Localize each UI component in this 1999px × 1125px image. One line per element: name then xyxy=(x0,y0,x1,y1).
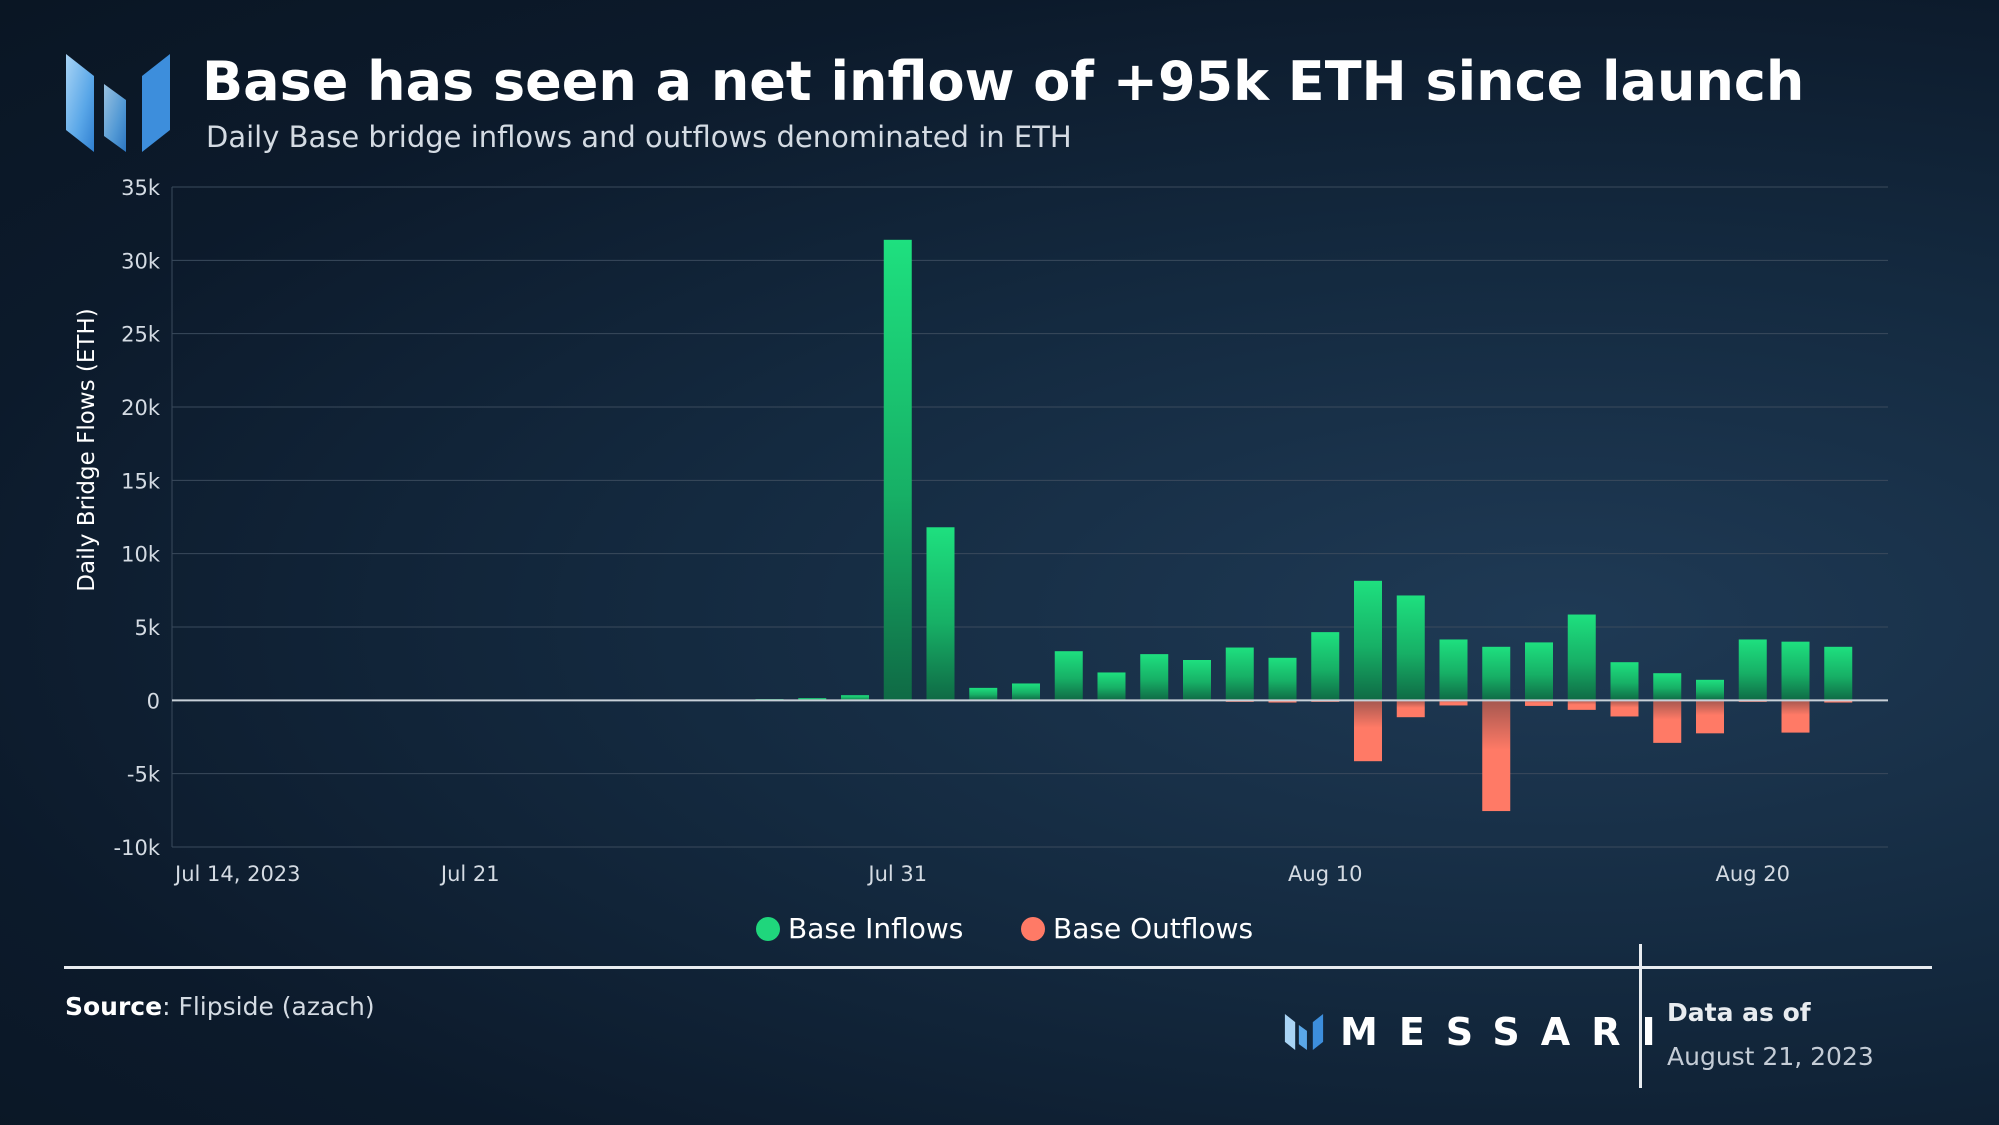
inflow-bar xyxy=(1567,614,1596,701)
inflow-bar xyxy=(1354,580,1382,701)
outflow-bar xyxy=(1354,700,1382,762)
outflow-bar xyxy=(1482,700,1511,812)
data-as-of-date: August 21, 2023 xyxy=(1667,1042,1874,1071)
legend-item-inflows: Base Inflows xyxy=(756,912,963,945)
x-tick-label: Jul 31 xyxy=(866,862,927,886)
outflow-bar xyxy=(1653,700,1682,743)
x-tick-label: Jul 21 xyxy=(439,862,500,886)
outflow-bar xyxy=(1781,700,1810,733)
y-tick-label: 20k xyxy=(121,396,161,420)
messari-small-logo-icon xyxy=(1284,1014,1324,1050)
legend-inflow-dot-icon xyxy=(756,916,780,941)
data-as-of-label: Data as of xyxy=(1667,998,1811,1027)
y-tick-label: 10k xyxy=(121,543,161,567)
inflow-bar xyxy=(1439,639,1468,701)
inflow-bar xyxy=(1054,651,1083,701)
inflow-bar xyxy=(883,239,912,701)
y-tick-label: -5k xyxy=(127,763,161,787)
outflow-bar xyxy=(1525,700,1553,706)
outflow-bar xyxy=(1396,700,1425,718)
inflow-bar xyxy=(1781,641,1810,701)
y-tick-label: 0 xyxy=(147,689,160,713)
chart-title: Base has seen a net inflow of +95k ETH s… xyxy=(202,50,1805,113)
inflow-bar xyxy=(1482,646,1511,701)
outflow-bar xyxy=(1439,700,1468,706)
source-note: Source: Flipside (azach) xyxy=(65,992,375,1021)
outflow-bar xyxy=(1567,700,1596,710)
inflow-bar xyxy=(1012,683,1040,701)
chart-legend: Base Inflows Base Outflows xyxy=(0,912,1999,952)
y-tick-label: 25k xyxy=(121,323,161,347)
inflow-bar xyxy=(1097,672,1126,701)
x-tick-label: Jul 14, 2023 xyxy=(173,862,301,886)
legend-inflow-label: Base Inflows xyxy=(788,912,964,945)
inflow-bar xyxy=(1225,647,1254,701)
y-tick-label: 15k xyxy=(121,469,161,493)
x-tick-label: Aug 10 xyxy=(1288,862,1362,886)
messari-logo-icon xyxy=(66,54,170,152)
legend-item-outflows: Base Outflows xyxy=(1021,912,1253,945)
inflow-bar xyxy=(1268,657,1297,701)
inflow-bar xyxy=(1525,642,1553,701)
legend-outflow-label: Base Outflows xyxy=(1053,912,1254,945)
inflow-bar xyxy=(1824,646,1853,701)
y-tick-label: 30k xyxy=(121,249,161,273)
inflow-bar xyxy=(841,695,869,701)
outflow-bar xyxy=(1610,700,1639,717)
y-tick-label: 5k xyxy=(134,616,160,640)
inflow-bar xyxy=(1396,595,1425,701)
messari-wordmark: MESSARI xyxy=(1284,1010,1677,1054)
y-tick-label: 35k xyxy=(121,176,161,200)
inflow-bar xyxy=(1311,632,1340,701)
source-value: : Flipside (azach) xyxy=(162,992,375,1021)
outflow-bar xyxy=(1696,700,1724,734)
y-axis-label: Daily Bridge Flows (ETH) xyxy=(74,308,100,591)
source-label: Source xyxy=(65,992,163,1021)
inflow-bar xyxy=(1696,679,1724,701)
y-tick-label: -10k xyxy=(114,836,161,860)
inflow-bar xyxy=(1183,660,1211,701)
outflow-bar xyxy=(1824,700,1853,703)
inflow-bar xyxy=(1140,654,1169,701)
footer-divider xyxy=(64,966,1932,969)
outflow-bar xyxy=(1268,700,1297,703)
inflow-bar xyxy=(1738,639,1767,701)
legend-outflow-dot-icon xyxy=(1021,916,1045,941)
inflow-bar xyxy=(969,687,998,701)
inflow-bar xyxy=(926,527,955,701)
inflow-bar xyxy=(798,698,827,701)
inflow-bar xyxy=(1610,662,1639,701)
x-tick-label: Aug 20 xyxy=(1716,862,1790,886)
messari-brand-text: MESSARI xyxy=(1340,1010,1677,1054)
chart-subtitle: Daily Base bridge inflows and outflows d… xyxy=(206,120,1072,154)
footer-vertical-divider xyxy=(1639,944,1642,1088)
inflow-bar xyxy=(1653,673,1682,701)
